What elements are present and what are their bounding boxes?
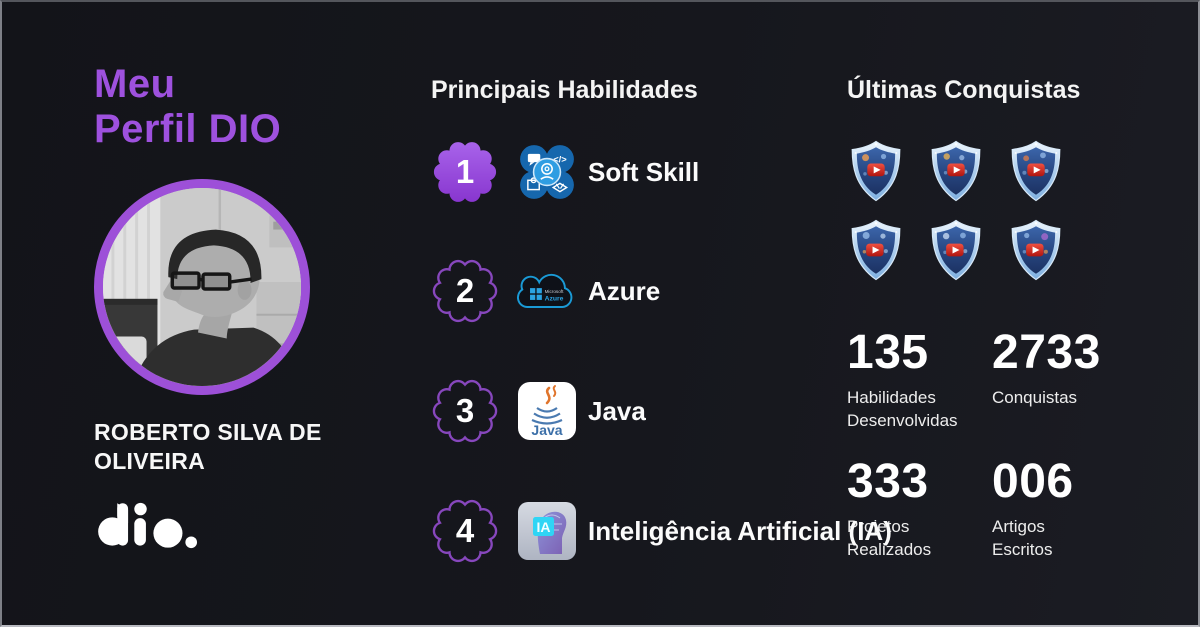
shield-play-badge-icon	[1007, 218, 1065, 284]
stat-label: Projetos Realizados	[847, 517, 932, 559]
ai-icon: IA	[515, 502, 579, 560]
conquest-badge-grid	[847, 139, 1065, 284]
stat-conquistas: 2733 Conquistas	[992, 329, 1101, 410]
profile-name: ROBERTO SILVA DE OLIVEIRA	[94, 418, 354, 476]
stat-value: 333	[847, 455, 929, 508]
shield-play-badge-icon	[847, 139, 905, 205]
profile-photo	[103, 188, 301, 386]
rank-number: 1	[456, 153, 474, 190]
stat-label: Conquistas	[992, 388, 1078, 407]
svg-text:Azure: Azure	[545, 295, 564, 302]
shield-play-badge-icon	[927, 218, 985, 284]
rank-number: 2	[456, 272, 474, 309]
soft-skill-icon: </>	[515, 142, 579, 202]
skill-label-java: Java	[588, 395, 646, 426]
svg-text:IA: IA	[537, 519, 551, 535]
stat-value: 006	[992, 455, 1074, 508]
skill-row-azure: 2 Microsoft Azure Azure	[432, 258, 660, 324]
skill-label-azure: Azure	[588, 275, 661, 306]
svg-text:Java: Java	[531, 422, 562, 438]
stat-habilidades: 135 Habilidades Desenvolvidas	[847, 329, 958, 433]
shield-play-badge-icon	[1007, 139, 1065, 205]
conquests-heading: Últimas Conquistas	[847, 76, 1081, 104]
rank-3-badge: 3	[432, 378, 498, 444]
skills-heading: Principais Habilidades	[431, 76, 698, 104]
stat-projetos: 333 Projetos Realizados	[847, 458, 931, 562]
rank-2-badge: 2	[432, 258, 498, 324]
skill-row-java: 3 Java Java	[432, 378, 646, 444]
shield-play-badge-icon	[927, 139, 985, 205]
stat-value: 2733	[992, 326, 1101, 379]
page-title-line2: Perfil DIO	[94, 107, 282, 152]
stat-label: Artigos Escritos	[992, 517, 1053, 559]
page-title: Meu Perfil DIO	[94, 62, 281, 152]
shield-play-badge-icon	[847, 218, 905, 284]
dio-logo-icon	[94, 498, 202, 555]
rank-4-badge: 4	[432, 498, 498, 564]
profile-name-line2: OLIVEIRA	[94, 448, 206, 475]
avatar	[94, 179, 310, 395]
skill-row-soft-skill: 1 </> Soft Skill	[432, 139, 699, 205]
skill-label-soft-skill: Soft Skill	[588, 156, 700, 187]
rank-number: 3	[456, 392, 474, 429]
stat-artigos: 006 Artigos Escritos	[992, 458, 1074, 562]
page-title-line1: Meu	[94, 62, 176, 106]
svg-text:</>: </>	[553, 155, 567, 165]
rank-1-badge: 1	[432, 139, 498, 205]
rank-number: 4	[456, 512, 475, 549]
skill-label-ai: Inteligência Artificial (IA)	[588, 515, 892, 546]
svg-text:Microsoft: Microsoft	[545, 288, 565, 293]
profile-name-line1: ROBERTO SILVA DE	[94, 419, 322, 445]
azure-icon: Microsoft Azure	[515, 269, 579, 314]
skill-row-ai: 4 IA Inteligência Artificial (IA)	[432, 498, 892, 564]
java-icon: Java	[515, 382, 579, 440]
stat-value: 135	[847, 326, 929, 379]
stat-label: Habilidades Desenvolvidas	[847, 388, 958, 430]
